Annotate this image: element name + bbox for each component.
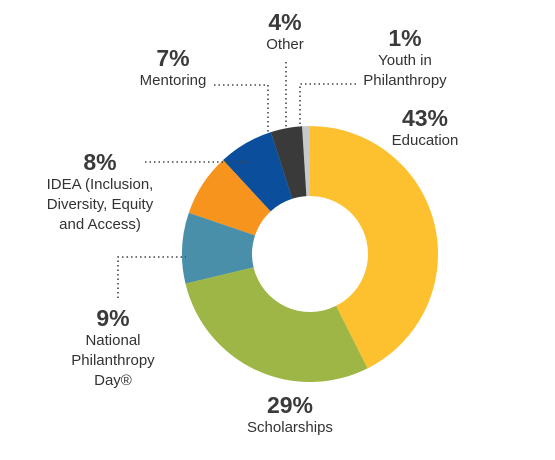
- percent-label: 4%: [268, 9, 302, 35]
- segment: [188, 160, 271, 236]
- category-label: Youth in Philanthropy: [363, 52, 447, 89]
- leader: [299, 83, 356, 130]
- segment: [182, 212, 256, 284]
- percent-label: 43%: [401, 105, 449, 131]
- segment: [302, 126, 310, 197]
- label: 4% Other: [245, 9, 325, 55]
- percent-label: 29%: [266, 392, 314, 418]
- category-label: Mentoring: [139, 72, 207, 89]
- segment: [310, 126, 438, 369]
- label: 43% Education: [355, 105, 495, 151]
- category-label: Other: [266, 36, 304, 53]
- segment: [270, 126, 307, 199]
- percent-label: 9%: [96, 305, 130, 331]
- category-label: National Philanthropy Day®: [71, 332, 155, 389]
- percent-label: 1%: [388, 25, 422, 51]
- label: 29% Scholarships: [220, 392, 360, 438]
- percent-label: 7%: [156, 45, 190, 71]
- leader: [214, 84, 269, 132]
- percent-label: 8%: [83, 149, 117, 175]
- leader: [117, 256, 186, 298]
- category-label: IDEA (Inclusion, Diversity, Equity and A…: [46, 176, 154, 233]
- category-label: Scholarships: [247, 419, 333, 436]
- category-label: Education: [391, 132, 459, 149]
- label: 9% National Philanthropy Day®: [63, 305, 163, 391]
- segment: [223, 132, 293, 212]
- label: 7% Mentoring: [113, 45, 233, 91]
- label: 8% IDEA (Inclusion, Diversity, Equity and…: [33, 149, 168, 235]
- label: 1% Youth in Philanthropy: [345, 25, 465, 91]
- segment: [185, 267, 368, 383]
